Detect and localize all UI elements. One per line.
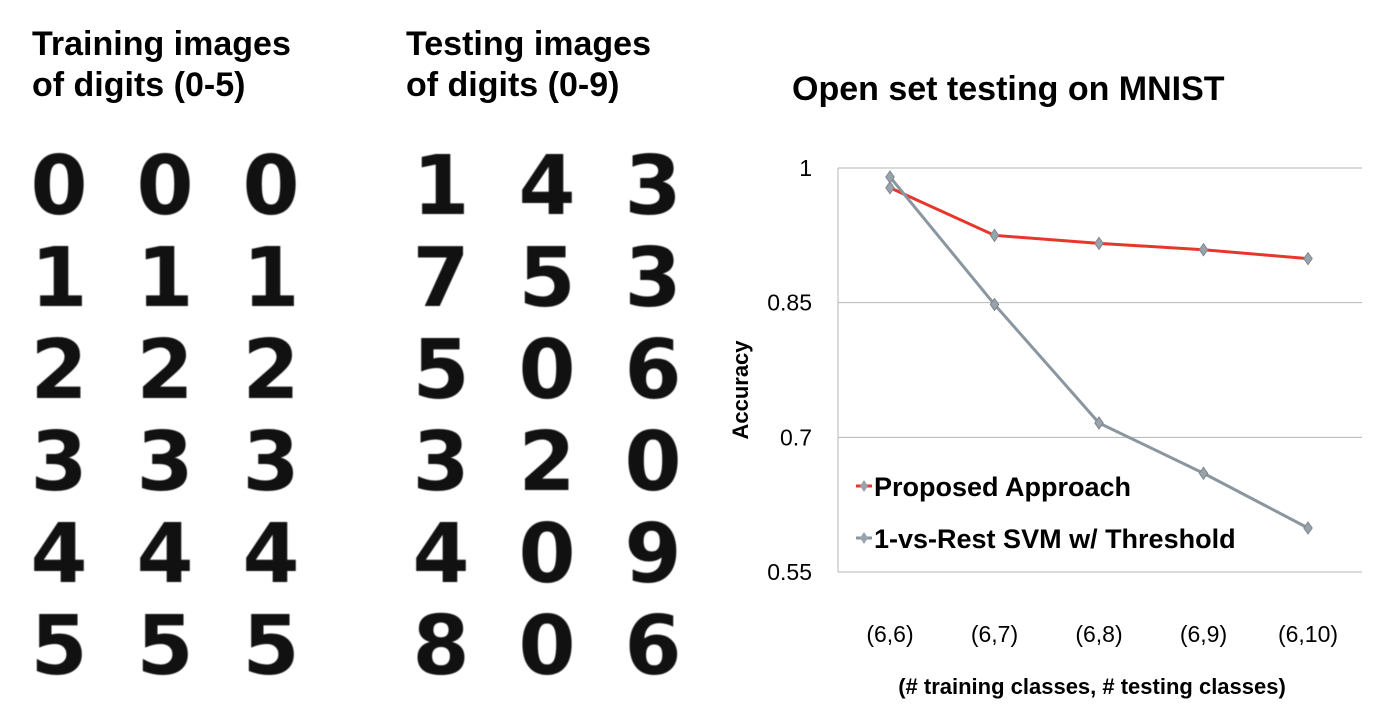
data-point-series-1 (989, 297, 1000, 312)
series-points (885, 170, 1313, 535)
training-title-line2: of digits (0-5) (32, 66, 246, 104)
testing_panel-digit-image: 3 (412, 414, 470, 510)
data-point-series-0 (1094, 236, 1104, 251)
x-axis-label: (# training classes, # testing classes) (898, 674, 1286, 699)
legend-marker (860, 480, 868, 492)
gridlines (837, 167, 1362, 573)
y-tick-label: 0.7 (780, 424, 812, 450)
training_panel-digit-image: 1 (136, 230, 194, 326)
training_panel-digit-image: 3 (242, 414, 300, 510)
training_panel-digit-image: 1 (242, 230, 300, 326)
testing_panel-digit-image: 9 (624, 506, 682, 602)
testing_panel-digit-image: 4 (518, 138, 576, 234)
x-tick-label: (6,8) (1075, 621, 1122, 647)
x-tick-label: (6,7) (971, 621, 1018, 647)
training_panel-digit-image: 4 (30, 506, 88, 602)
training_panel-digit-image: 5 (30, 598, 88, 694)
x-tick-label: (6,6) (866, 621, 913, 647)
training_panel-digit-image: 3 (136, 414, 194, 510)
training_panel-digit-image: 5 (242, 598, 300, 694)
training-panel-title: Training images of digits (0-5) (32, 24, 291, 106)
testing_panel-digit-image: 0 (518, 598, 576, 694)
training_panel-digit-image: 0 (136, 138, 194, 234)
testing_panel-digit-image: 5 (518, 230, 576, 326)
training-title-line1: Training images (32, 25, 291, 63)
testing_panel-digit-image: 7 (412, 230, 470, 326)
training_panel-digit-image: 1 (30, 230, 88, 326)
data-point-series-0 (885, 180, 895, 195)
data-point-series-0 (1198, 242, 1209, 257)
training_panel-digit-image: 0 (242, 138, 300, 234)
legend-label: 1-vs-Rest SVM w/ Threshold (874, 524, 1236, 554)
training_panel-digit-image: 3 (30, 414, 88, 510)
data-point-series-1 (885, 170, 895, 184)
training_panel-digit-image: 2 (242, 322, 300, 418)
y-axis-label: Accuracy (728, 340, 753, 440)
testing_panel-digit-image: 4 (412, 506, 470, 602)
legend-label: Proposed Approach (874, 472, 1131, 502)
testing-panel-title: Testing images of digits (0-9) (406, 24, 651, 106)
data-point-series-1 (1198, 466, 1209, 481)
testing_panel-digit-image: 0 (518, 506, 576, 602)
testing_panel-digit-image: 6 (624, 322, 682, 418)
testing_panel-digit-image: 3 (624, 138, 682, 234)
training_panel-digit-image: 2 (30, 322, 88, 418)
testing_panel-digit-image: 1 (412, 138, 470, 234)
testing_panel-digit-image: 6 (624, 598, 682, 694)
testing_panel-digit-image: 5 (412, 322, 470, 418)
data-point-series-0 (989, 228, 1000, 243)
testing-title-line2: of digits (0-9) (406, 66, 620, 104)
legend: Proposed Approach 1-vs-Rest SVM w/ Thresh… (856, 472, 1236, 554)
training_panel-digit-image: 0 (30, 138, 88, 234)
testing_panel-digit-image: 2 (518, 414, 576, 510)
data-point-series-0 (1303, 251, 1313, 266)
testing_panel-digit-image: 3 (624, 230, 682, 326)
legend-marker (860, 532, 868, 544)
data-point-series-1 (1303, 521, 1313, 535)
y-tick-label: 0.55 (767, 559, 812, 585)
x-tick-label: (6,10) (1278, 621, 1338, 647)
testing_panel-digit-image: 0 (518, 322, 576, 418)
x-tick-label: (6,9) (1180, 621, 1227, 647)
y-tick-label: 1 (799, 155, 812, 181)
training_panel-digit-image: 4 (242, 506, 300, 602)
training_panel-digit-image: 2 (136, 322, 194, 418)
y-tick-labels: 1 0.85 0.7 0.55 (767, 155, 812, 585)
training_panel-digit-image: 4 (136, 506, 194, 602)
training_panel-digit-image: 5 (136, 598, 194, 694)
y-tick-label: 0.85 (767, 290, 812, 316)
chart-title: Open set testing on MNIST (792, 70, 1225, 108)
data-point-series-1 (1094, 416, 1104, 430)
testing-title-line1: Testing images (406, 25, 651, 63)
x-tick-labels: (6,6) (6,7) (6,8) (6,9) (6,10) (866, 621, 1338, 647)
testing_panel-digit-image: 8 (412, 598, 470, 694)
testing_panel-digit-image: 0 (624, 414, 682, 510)
